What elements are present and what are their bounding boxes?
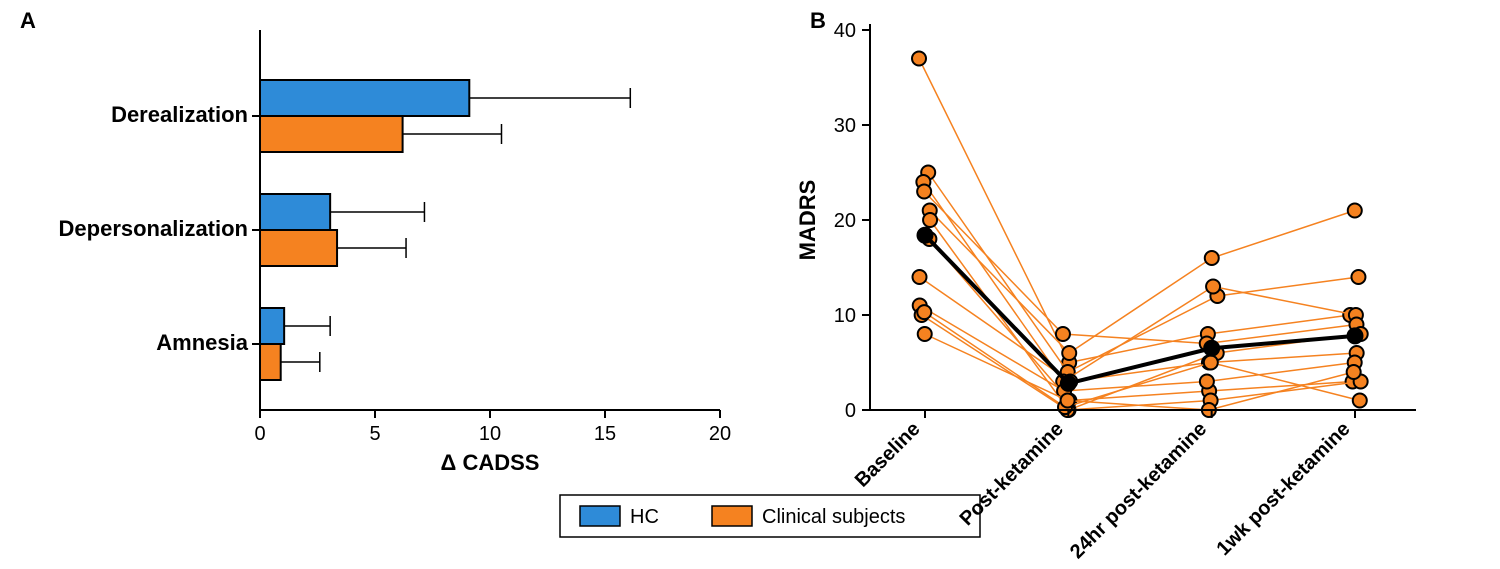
subject-marker [917,185,931,199]
x-tick-label: Baseline [851,418,925,492]
subject-marker [1061,394,1075,408]
subject-marker [1062,346,1076,360]
bar [260,194,330,230]
x-tick-label: Post-ketamine [956,418,1068,530]
panel-b-label: B [810,8,826,33]
subject-marker [1353,394,1367,408]
subject-marker [1347,365,1361,379]
subject-marker [918,327,932,341]
subject-marker [1200,375,1214,389]
subject-line [929,239,1352,401]
subject-line [923,182,1356,382]
y-tick-label: 10 [834,305,856,327]
bar [260,80,469,116]
panel-a-label: A [20,8,36,33]
figure-container: A Derealization Depersonalization Amnesia 0 5… [0,0,1500,569]
subject-marker [1205,251,1219,265]
bar [260,308,284,344]
subject-line [924,192,1356,344]
figure-svg: A Derealization Depersonalization Amnesia 0 5… [0,0,1500,569]
x-tick-label: 5 [369,423,380,445]
subject-marker [1204,356,1218,370]
subject-marker [913,270,927,284]
x-tick-label: 20 [709,423,731,445]
mean-marker [1060,375,1076,391]
panel-b-y-label: MADRS [795,180,820,261]
bar [260,344,281,380]
y-tick-label: 20 [834,210,856,232]
bar [260,116,403,152]
mean-marker [917,227,933,243]
bar [260,230,337,266]
subject-marker [923,213,937,227]
y-tick-label: 30 [834,115,856,137]
x-tick-label: 10 [479,423,501,445]
subject-marker [1206,280,1220,294]
subject-marker [912,52,926,66]
x-tick-label: 1wk post-ketamine [1212,418,1354,560]
panel-a-category-label: Derealization [111,102,248,127]
panel-a-x-label: Δ CADSS [441,450,540,475]
panel-a-category-label: Depersonalization [59,216,248,241]
mean-marker [1204,340,1220,356]
subject-marker [917,305,931,319]
subject-line [919,59,1350,363]
subject-marker [1056,327,1070,341]
y-tick-label: 0 [845,400,856,422]
legend-swatch [580,506,620,526]
x-tick-label: 0 [254,423,265,445]
panel-a-category-label: Amnesia [156,330,248,355]
y-tick-label: 40 [834,20,856,42]
mean-marker [1347,328,1363,344]
legend-label: HC [630,506,659,528]
subject-marker [1348,204,1362,218]
x-tick-label: 24hr post-ketamine [1066,418,1211,563]
legend-swatch [712,506,752,526]
x-tick-label: 15 [594,423,616,445]
legend-label: Clinical subjects [762,506,905,528]
subject-marker [1351,270,1365,284]
